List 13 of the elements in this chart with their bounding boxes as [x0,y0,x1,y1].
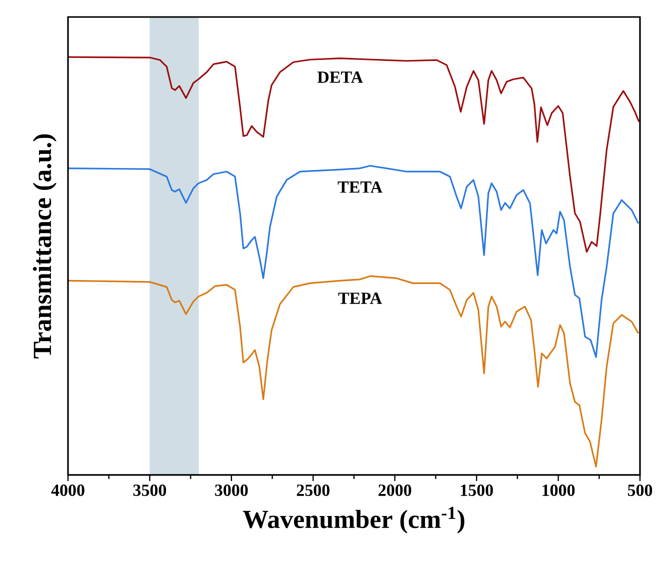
y-axis-title: Transmittance (a.u.) [32,134,56,358]
series-label: TETA [338,181,382,193]
series-label: TEPA [338,292,382,304]
x-tick-label: 2000 [378,484,412,496]
x-tick-label: 3500 [133,484,166,496]
x-tick-label: 1500 [460,484,493,496]
series-label: DETA [317,72,363,83]
x-tick-label: 1000 [542,484,575,496]
x-tick-label: 4000 [51,484,84,496]
x-tick-label: 2500 [296,484,330,496]
x-tick-label: 500 [628,484,652,496]
x-axis-title: Wavenumber (cm$^{-1}$) [242,506,464,534]
x-tick-label: 3000 [215,484,248,496]
